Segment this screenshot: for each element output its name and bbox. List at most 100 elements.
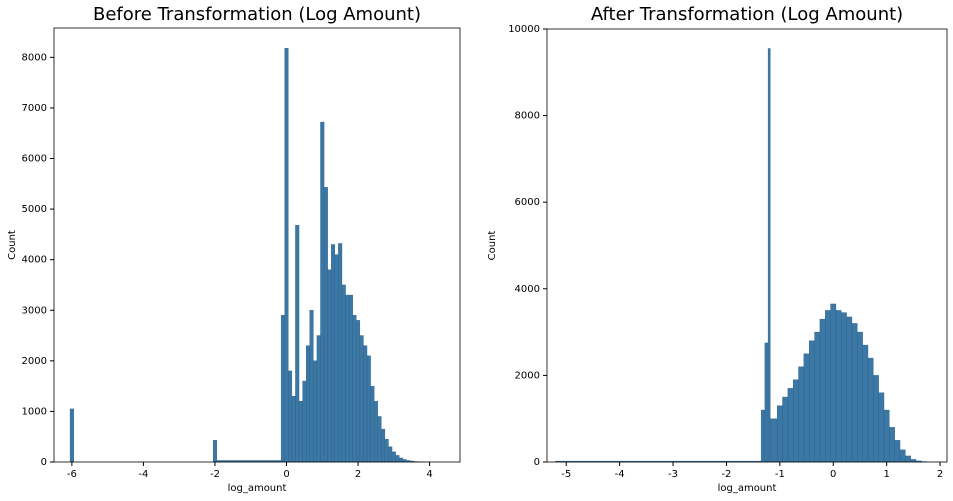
y-tick-label: 3000 <box>22 305 47 316</box>
bar <box>760 409 766 463</box>
bar <box>280 315 285 463</box>
bar <box>356 320 361 463</box>
bar <box>787 388 794 463</box>
y-tick-label: 6000 <box>22 154 47 165</box>
bar <box>341 284 346 463</box>
y-tick-label: 0 <box>41 457 47 468</box>
bar <box>395 455 400 463</box>
bar <box>889 427 895 463</box>
bar <box>798 366 805 463</box>
x-tick-label: 0 <box>283 469 289 480</box>
bar <box>309 310 314 463</box>
x-tick-label: -5 <box>561 469 571 480</box>
y-tick-label: 0 <box>534 457 540 468</box>
bar <box>835 310 842 463</box>
x-tick-label: 1 <box>883 469 889 480</box>
x-tick-label: -6 <box>67 469 77 480</box>
bar <box>873 375 879 463</box>
bar <box>830 303 837 463</box>
bar <box>338 243 343 463</box>
axes-frame <box>53 27 461 463</box>
y-tick-label: 1000 <box>22 406 47 417</box>
y-tick-label: 10000 <box>508 24 540 35</box>
y-tick-label: 4000 <box>22 255 47 266</box>
bar <box>212 440 217 463</box>
bar <box>792 379 799 463</box>
x-tick-label: 0 <box>830 469 836 480</box>
bar <box>391 451 396 463</box>
bar <box>302 380 307 463</box>
chart-title: After Transformation (Log Amount) <box>591 4 903 25</box>
bar <box>767 48 771 463</box>
bar <box>373 401 378 463</box>
bar <box>841 312 847 463</box>
bar <box>291 396 296 463</box>
bar <box>867 357 874 463</box>
y-axis-label: Count <box>7 230 18 260</box>
bar <box>366 355 371 463</box>
axes-frame <box>546 28 948 463</box>
bar <box>388 446 393 463</box>
x-tick-label: 2 <box>937 469 943 480</box>
bar <box>899 449 906 463</box>
y-tick-label: 8000 <box>22 52 47 63</box>
x-tick-label: -4 <box>138 469 148 480</box>
y-tick-label: 2000 <box>22 356 47 367</box>
bar <box>288 370 293 463</box>
bar <box>323 187 328 463</box>
chart-title: Before Transformation (Log Amount) <box>93 4 421 25</box>
y-tick-label: 6000 <box>515 197 540 208</box>
x-axis-label: log_amount <box>228 483 287 494</box>
y-tick-label: 2000 <box>515 370 540 381</box>
bar <box>327 269 332 463</box>
bar <box>316 335 321 463</box>
bar <box>345 294 350 463</box>
bar <box>298 401 303 463</box>
bar <box>313 360 318 463</box>
bar <box>334 254 339 463</box>
y-tick-label: 8000 <box>515 111 540 122</box>
bar <box>348 294 353 463</box>
bar <box>69 408 74 463</box>
bar <box>377 416 382 463</box>
bar <box>825 310 831 463</box>
bar <box>776 405 783 463</box>
bar <box>381 428 386 463</box>
bar <box>359 335 364 463</box>
x-tick-label: -2 <box>210 469 220 480</box>
bar <box>352 315 357 463</box>
x-tick-label: -2 <box>721 469 731 480</box>
bar <box>398 457 403 463</box>
y-tick-label: 7000 <box>22 103 47 114</box>
bar <box>809 340 815 463</box>
x-axis-label: log_amount <box>718 483 777 494</box>
bar <box>384 439 389 463</box>
bar <box>862 344 869 463</box>
bar <box>878 392 885 463</box>
bar <box>857 331 863 463</box>
bar <box>770 418 778 463</box>
bar <box>851 323 858 463</box>
bar <box>782 396 789 463</box>
bar <box>894 440 901 463</box>
bar <box>905 455 911 463</box>
bar <box>284 48 289 463</box>
y-tick-label: 5000 <box>22 204 47 215</box>
bar <box>331 244 336 463</box>
bar <box>883 409 890 463</box>
bar <box>846 316 853 463</box>
y-tick-label: 4000 <box>515 284 540 295</box>
y-axis-label: Count <box>487 231 498 261</box>
bar <box>295 225 300 463</box>
bar <box>363 345 368 463</box>
x-tick-label: -1 <box>775 469 785 480</box>
bar <box>764 342 769 463</box>
x-tick-label: 4 <box>426 469 432 480</box>
bar <box>370 385 375 463</box>
x-tick-label: -3 <box>668 469 678 480</box>
x-tick-label: -4 <box>615 469 625 480</box>
bar <box>803 353 810 463</box>
bar <box>320 121 325 463</box>
bar <box>814 331 821 463</box>
